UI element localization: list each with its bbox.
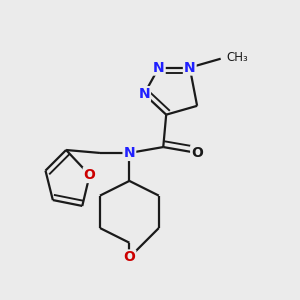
Text: N: N (124, 146, 135, 160)
Text: O: O (191, 146, 203, 160)
Text: N: N (138, 87, 150, 101)
Text: O: O (124, 250, 135, 265)
Text: O: O (84, 168, 96, 182)
Text: CH₃: CH₃ (226, 51, 248, 64)
Text: N: N (153, 61, 165, 75)
Text: N: N (184, 61, 196, 75)
